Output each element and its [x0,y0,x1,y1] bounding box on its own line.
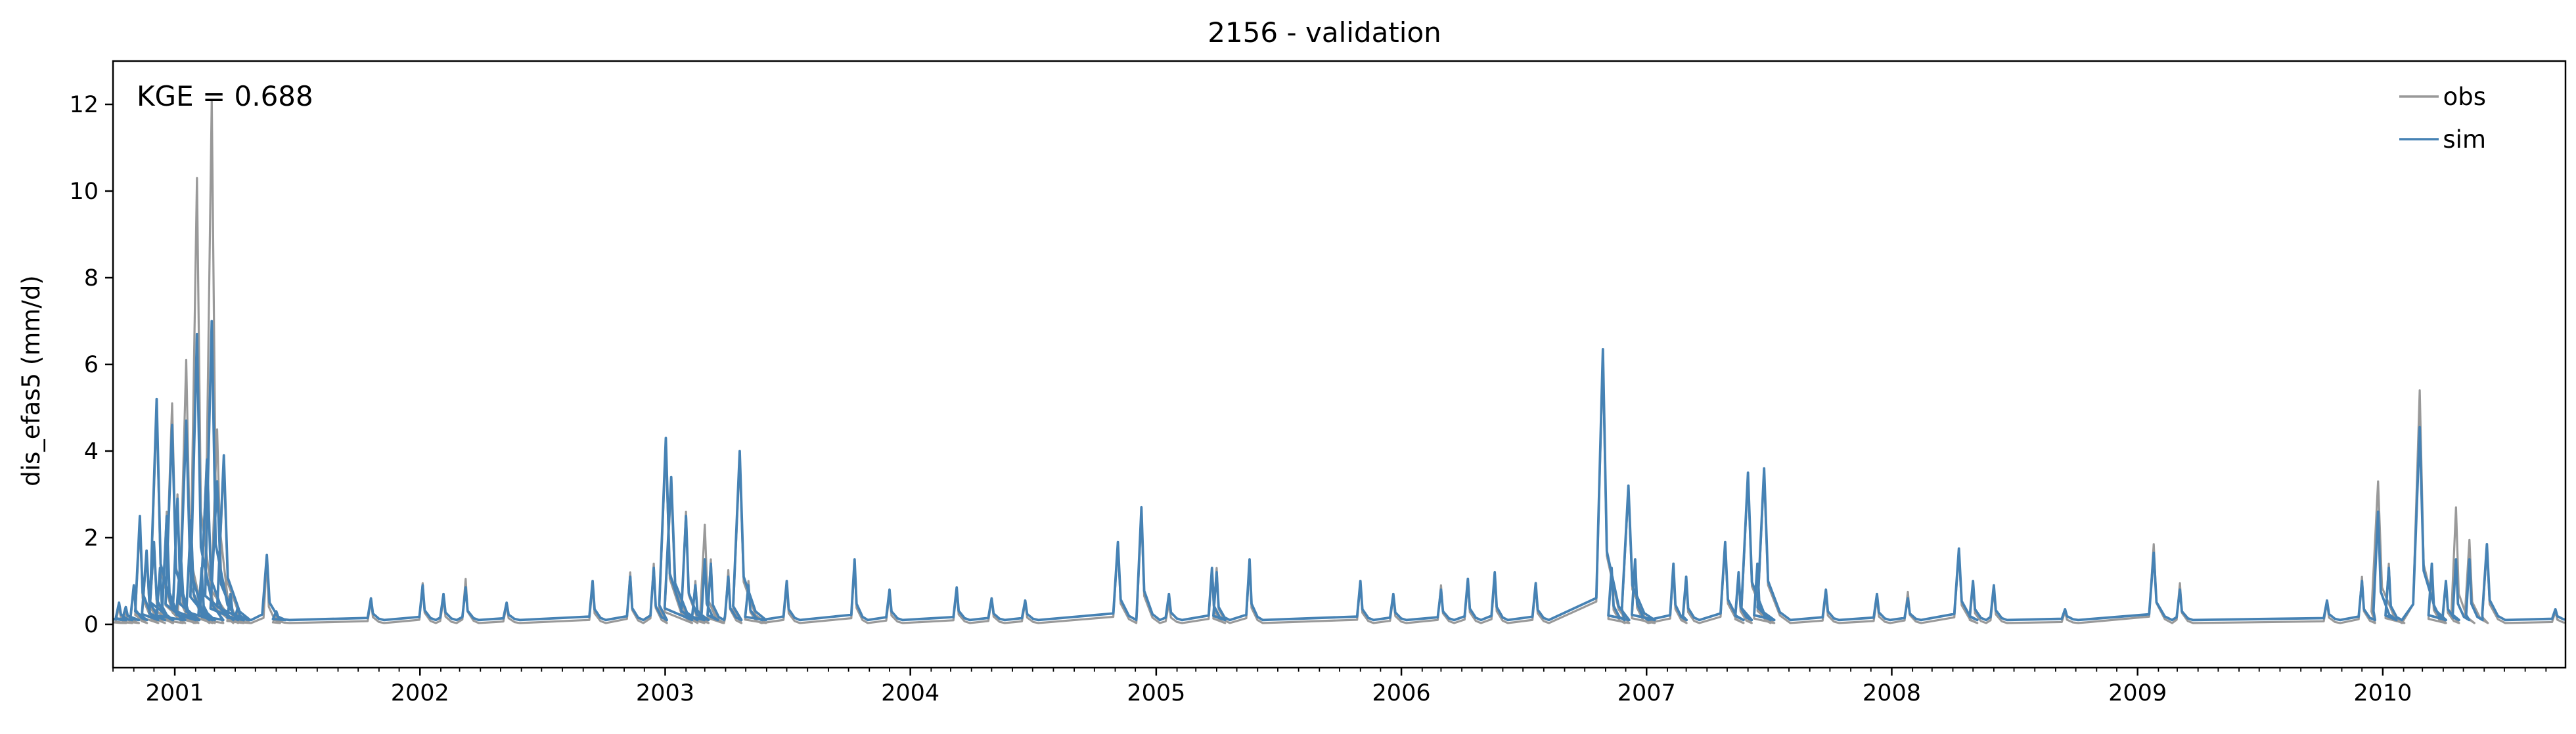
y-tick-label: 6 [84,352,99,378]
y-tick-label: 2 [84,525,99,551]
y-tick-label: 8 [84,265,99,291]
y-tick-label: 4 [84,439,99,465]
y-axis-ticks: 0 2 4 6 8 10 12 [69,92,113,638]
x-tick-label: 2005 [1127,680,1185,706]
x-tick-label: 2001 [146,680,204,706]
series-layer [113,98,2565,624]
plot-frame [112,60,2567,669]
x-tick-label: 2003 [636,680,694,706]
y-tick-label: 10 [69,179,99,205]
series-line-sim [113,320,2565,622]
x-tick-label: 2004 [881,680,939,706]
x-axis-ticks: 2001 2002 2003 2004 2005 2006 2007 2008 2009 2010 [112,668,2547,706]
chart-title: 2156 - validation [1208,16,1441,49]
x-tick-label: 2002 [391,680,449,706]
y-axis-label: dis_efas5 (mm/d) [17,275,45,486]
x-tick-label: 2007 [1617,680,1676,706]
legend: obs sim [2399,83,2486,154]
legend-obs-label: obs [2443,83,2486,111]
y-tick-label: 0 [84,612,99,638]
x-tick-label: 2010 [2353,680,2412,706]
y-tick-label: 12 [69,92,99,118]
legend-sim-label: sim [2443,125,2486,154]
kge-annotation: KGE = 0.688 [137,80,313,112]
x-tick-label: 2009 [2108,680,2167,706]
x-tick-label: 2006 [1372,680,1431,706]
x-tick-label: 2008 [1863,680,1921,706]
